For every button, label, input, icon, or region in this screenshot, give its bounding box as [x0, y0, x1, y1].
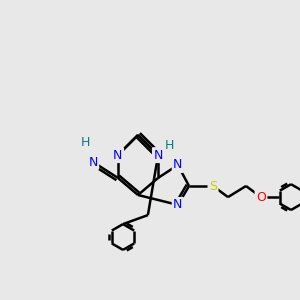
Text: S: S	[209, 179, 217, 193]
Text: N: N	[113, 148, 123, 162]
Text: H: H	[81, 136, 90, 149]
Text: N: N	[173, 198, 183, 212]
Text: N: N	[153, 148, 163, 162]
Text: O: O	[256, 190, 266, 204]
Text: N: N	[173, 158, 183, 172]
Text: N: N	[88, 155, 98, 169]
Text: H: H	[165, 139, 174, 152]
